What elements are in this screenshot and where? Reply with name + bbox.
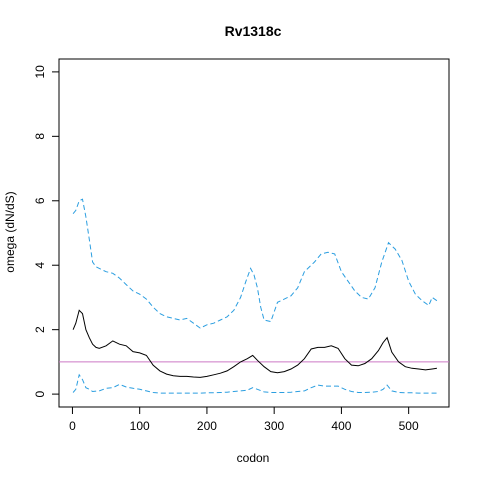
x-tick-label: 400 — [331, 419, 351, 433]
plot-area: 0 100 200 300 400 500 0 2 4 6 8 10 — [33, 58, 450, 433]
x-tick-label: 300 — [264, 419, 284, 433]
x-tick-label: 0 — [69, 419, 76, 433]
plot-frame — [58, 58, 450, 408]
y-axis-label: omega (dN/dS) — [3, 191, 17, 272]
x-tick-label: 200 — [197, 419, 217, 433]
y-tick-label: 0 — [33, 390, 47, 397]
upper-bound-line — [72, 198, 438, 329]
y-tick-label: 10 — [33, 65, 47, 79]
chart-title: Rv1318c — [225, 23, 282, 39]
y-tick-label: 6 — [33, 197, 47, 204]
x-axis-label: codon — [237, 451, 270, 465]
y-tick-label: 2 — [33, 326, 47, 333]
x-tick-label: 100 — [130, 419, 150, 433]
omega-estimate-line — [72, 309, 437, 378]
y-tick-label: 8 — [33, 133, 47, 140]
x-tick-label: 500 — [399, 419, 419, 433]
y-tick-label: 4 — [33, 262, 47, 269]
lower-bound-line — [72, 373, 437, 394]
